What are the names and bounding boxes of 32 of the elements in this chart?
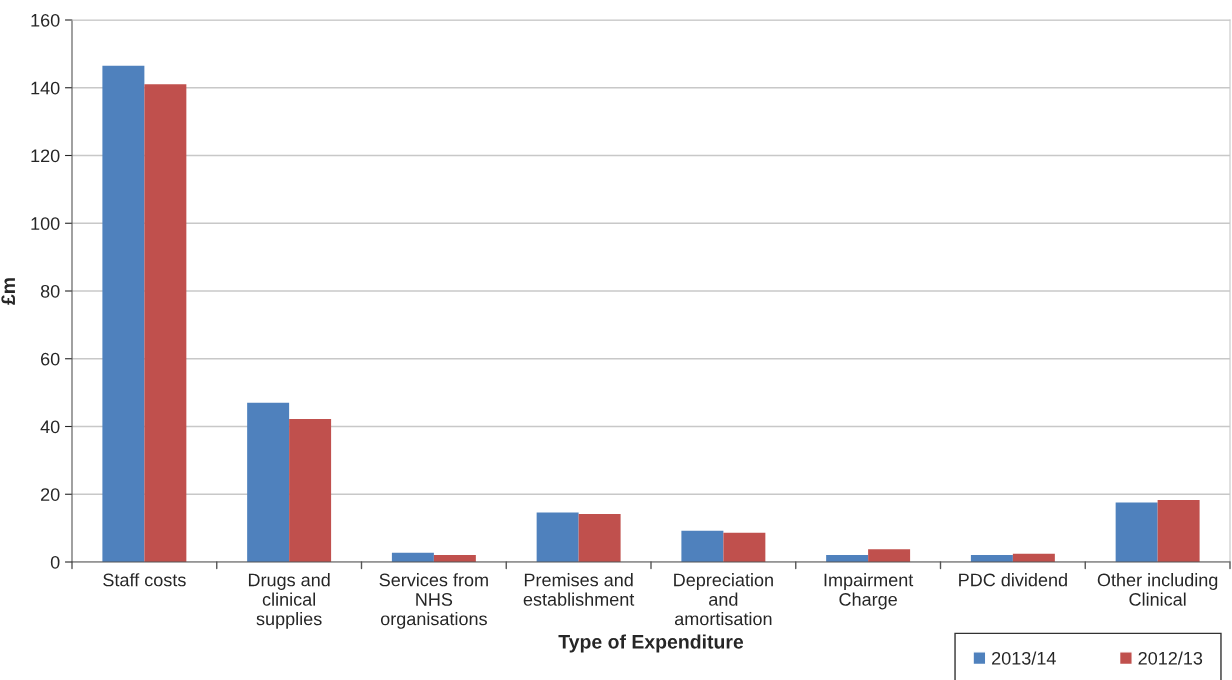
y-tick-label: 60 bbox=[41, 352, 60, 366]
y-tick-label: 120 bbox=[31, 149, 60, 163]
x-tick-label: Other including Clinical bbox=[1097, 573, 1218, 606]
bar bbox=[144, 84, 187, 562]
legend-label: 2013/14 bbox=[992, 651, 1056, 665]
bar bbox=[578, 513, 621, 562]
x-tick-label: PDC dividend bbox=[959, 573, 1067, 587]
x-tick-label: Drugs and clinical supplies bbox=[248, 573, 330, 629]
y-tick-label: 100 bbox=[31, 217, 60, 230]
bar bbox=[1115, 502, 1158, 562]
legend-label: 2012/13 bbox=[1138, 651, 1203, 665]
bar bbox=[681, 530, 724, 562]
x-tick-label: Depreciation and amortisation bbox=[674, 573, 773, 626]
bar bbox=[289, 419, 332, 562]
y-tick-label: 140 bbox=[31, 81, 60, 95]
bar bbox=[868, 549, 911, 562]
y-tick-label: 80 bbox=[40, 284, 60, 298]
bar bbox=[723, 532, 766, 562]
bar bbox=[536, 512, 579, 562]
x-tick-label: Premises and establishment bbox=[523, 573, 635, 606]
y-tick-label: 0 bbox=[50, 555, 60, 569]
y-axis-title: £m bbox=[1, 278, 15, 305]
y-tick-label: 20 bbox=[41, 488, 60, 501]
x-axis-title: Type of Expenditure bbox=[558, 634, 744, 653]
y-tick-label: 40 bbox=[40, 420, 60, 434]
x-tick-label: Staff costs bbox=[103, 573, 186, 587]
bar bbox=[247, 402, 290, 562]
x-tick-label: Services from NHS organisations bbox=[379, 573, 488, 629]
x-tick-label: Impairment Charge bbox=[824, 573, 914, 610]
y-tick-label: 160 bbox=[31, 13, 60, 27]
bar bbox=[102, 65, 145, 562]
bar bbox=[1157, 500, 1200, 562]
